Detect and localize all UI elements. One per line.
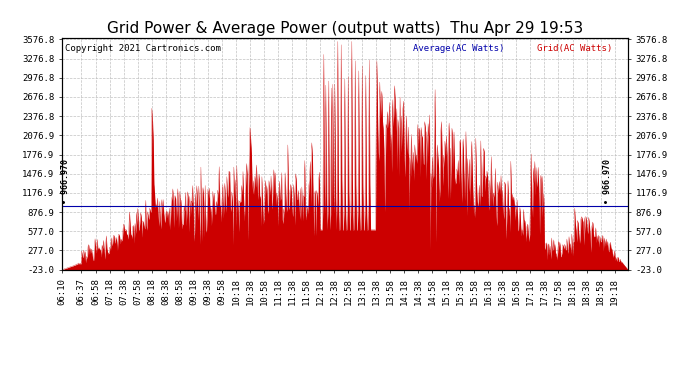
Text: Copyright 2021 Cartronics.com: Copyright 2021 Cartronics.com [65, 45, 221, 54]
Text: Average(AC Watts): Average(AC Watts) [413, 45, 504, 54]
Title: Grid Power & Average Power (output watts)  Thu Apr 29 19:53: Grid Power & Average Power (output watts… [107, 21, 583, 36]
Text: Grid(AC Watts): Grid(AC Watts) [538, 45, 613, 54]
Text: • 966.970: • 966.970 [61, 159, 70, 204]
Text: • 966.970: • 966.970 [603, 159, 612, 204]
